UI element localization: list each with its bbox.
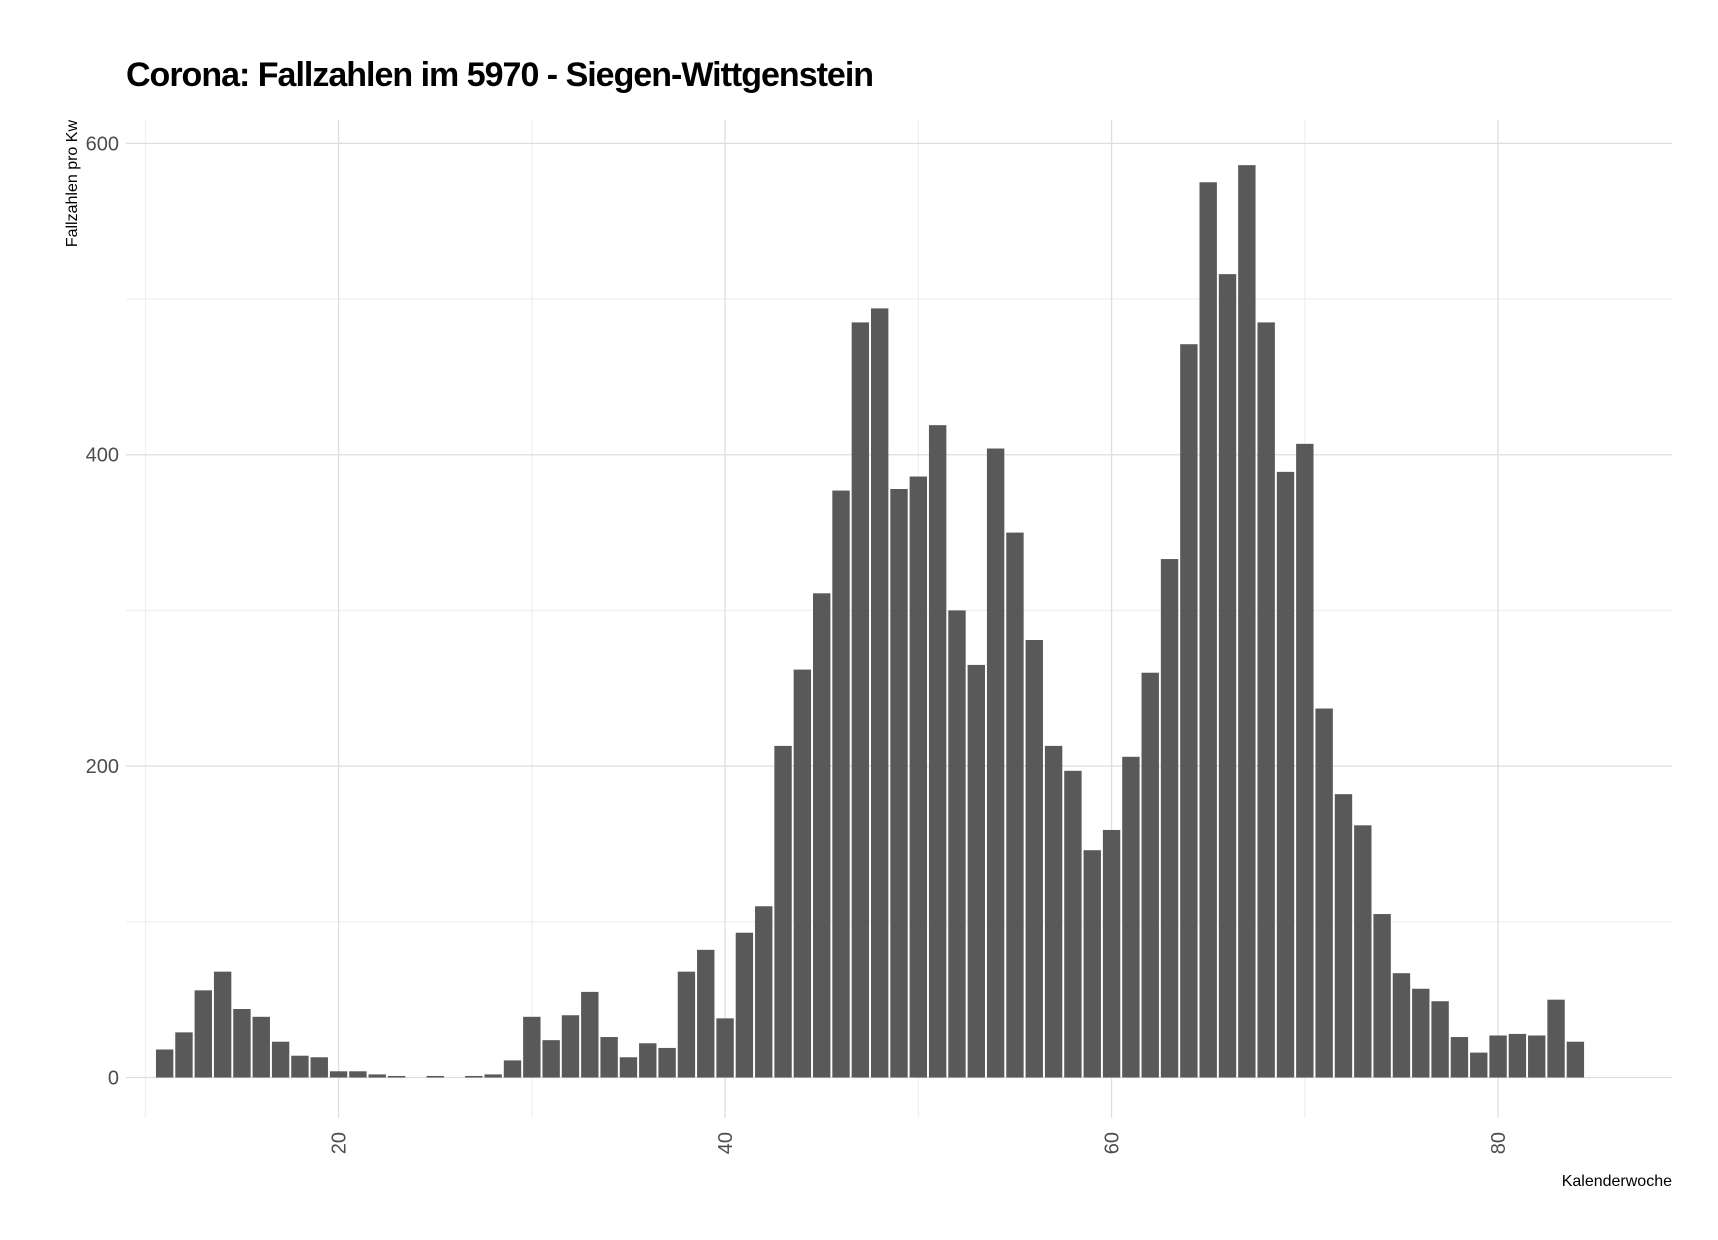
bar: [387, 1075, 406, 1078]
bar: [1006, 532, 1024, 1078]
bar: [967, 664, 985, 1078]
bar: [1276, 471, 1295, 1078]
bar: [484, 1074, 502, 1078]
bar: [542, 1040, 560, 1078]
x-tick-label: 40: [715, 1132, 737, 1154]
bar: [870, 308, 889, 1078]
bar: [716, 1018, 734, 1078]
bar: [1489, 1035, 1507, 1078]
bar: [697, 949, 715, 1078]
y-tick-label: 600: [86, 133, 119, 155]
bar: [1199, 182, 1217, 1078]
bar: [561, 1015, 580, 1078]
bar: [774, 745, 792, 1078]
bar: [658, 1047, 676, 1078]
bar: [155, 1049, 174, 1078]
bar: [1122, 756, 1140, 1078]
bar: [1470, 1052, 1488, 1078]
bar: [1044, 745, 1063, 1078]
bar: [1392, 973, 1411, 1078]
bar: [329, 1071, 348, 1078]
bar: [1257, 322, 1275, 1078]
bar: [909, 476, 928, 1078]
bar: [1180, 344, 1198, 1078]
tick-labels: 0 200 400 600 20 40 60 80: [86, 133, 1510, 1154]
bar: [503, 1060, 522, 1078]
bar: [1508, 1033, 1527, 1078]
bar: [1354, 825, 1372, 1078]
bar: [1296, 443, 1314, 1078]
bar: [890, 488, 908, 1078]
bar: [213, 971, 232, 1078]
bar: [619, 1057, 638, 1078]
bar: [465, 1075, 483, 1078]
bar: [755, 906, 773, 1078]
bar: [735, 932, 754, 1078]
bar: [1083, 850, 1101, 1078]
bar: [1102, 829, 1121, 1078]
bar: [986, 448, 1005, 1078]
bar: [1160, 559, 1179, 1078]
y-tick-label: 400: [86, 445, 119, 467]
bar: [1025, 640, 1043, 1078]
y-axis-title: Fallzahlen pro Kw: [64, 120, 81, 248]
bar: [233, 1009, 251, 1078]
bar: [368, 1074, 386, 1078]
bar: [600, 1037, 618, 1078]
bar: [1373, 914, 1391, 1078]
bar: [1528, 1035, 1546, 1078]
bar: [1450, 1037, 1469, 1078]
y-tick-label: 0: [108, 1068, 119, 1090]
bar: [310, 1057, 328, 1078]
x-tick-label: 60: [1102, 1132, 1124, 1154]
bar: [194, 990, 212, 1078]
bar: [426, 1075, 444, 1078]
bar: [1141, 672, 1159, 1078]
bar: [1334, 794, 1353, 1078]
bar: [1431, 1001, 1449, 1078]
bar: [252, 1016, 270, 1078]
bars: [155, 165, 1585, 1078]
bar: [1218, 274, 1237, 1078]
x-tick-label: 80: [1488, 1132, 1510, 1154]
x-tick-label: 20: [329, 1132, 351, 1154]
bar: [581, 991, 599, 1078]
bar: [1238, 165, 1256, 1078]
bar: [948, 610, 966, 1078]
bar: [291, 1055, 309, 1078]
y-tick-label: 200: [86, 756, 119, 778]
chart-title: Corona: Fallzahlen im 5970 - Siegen-Witt…: [126, 56, 874, 94]
bar: [271, 1041, 290, 1078]
bar: [1315, 708, 1333, 1078]
bar: [851, 322, 870, 1078]
bar: [639, 1043, 657, 1078]
bar: [1064, 770, 1082, 1078]
bar: [677, 971, 696, 1078]
bar: [1412, 988, 1430, 1078]
bar: [793, 669, 812, 1078]
bar: [928, 425, 947, 1078]
bar: [349, 1071, 367, 1078]
bar: [523, 1016, 541, 1078]
bar: [813, 593, 831, 1078]
bar: [1566, 1041, 1585, 1078]
x-axis-title: Kalenderwoche: [1562, 1173, 1672, 1190]
bar: [1547, 999, 1565, 1078]
bar: [175, 1032, 193, 1078]
bar: [832, 490, 850, 1078]
